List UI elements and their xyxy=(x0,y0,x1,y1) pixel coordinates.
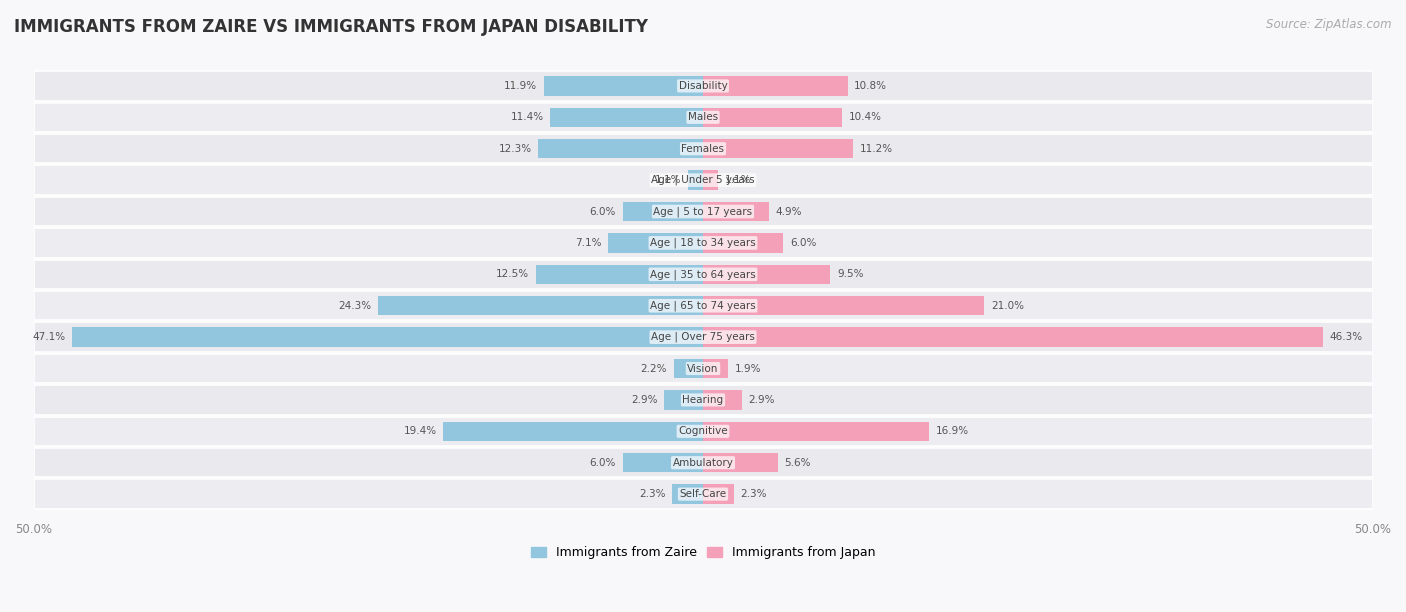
Bar xyxy=(703,139,853,159)
Text: Cognitive: Cognitive xyxy=(678,427,728,436)
Text: 12.3%: 12.3% xyxy=(499,144,531,154)
Text: 10.8%: 10.8% xyxy=(855,81,887,91)
Bar xyxy=(703,76,848,95)
Bar xyxy=(34,385,1372,415)
Text: 2.3%: 2.3% xyxy=(741,489,768,499)
Text: 47.1%: 47.1% xyxy=(32,332,66,342)
Text: 12.5%: 12.5% xyxy=(496,269,529,279)
Text: 1.9%: 1.9% xyxy=(735,364,762,373)
Text: Disability: Disability xyxy=(679,81,727,91)
Text: 7.1%: 7.1% xyxy=(575,238,602,248)
Bar xyxy=(623,453,703,472)
Text: 10.4%: 10.4% xyxy=(849,113,882,122)
Bar xyxy=(538,139,703,159)
Bar xyxy=(703,202,769,222)
Text: IMMIGRANTS FROM ZAIRE VS IMMIGRANTS FROM JAPAN DISABILITY: IMMIGRANTS FROM ZAIRE VS IMMIGRANTS FROM… xyxy=(14,18,648,36)
Bar xyxy=(34,291,1372,321)
Bar xyxy=(703,233,783,253)
Text: 46.3%: 46.3% xyxy=(1330,332,1362,342)
Legend: Immigrants from Zaire, Immigrants from Japan: Immigrants from Zaire, Immigrants from J… xyxy=(526,541,880,564)
Bar xyxy=(34,479,1372,509)
Text: Ambulatory: Ambulatory xyxy=(672,458,734,468)
Text: Females: Females xyxy=(682,144,724,154)
Bar xyxy=(703,296,984,315)
Text: Age | 65 to 74 years: Age | 65 to 74 years xyxy=(650,300,756,311)
Bar xyxy=(34,71,1372,101)
Bar xyxy=(703,108,842,127)
Bar xyxy=(34,103,1372,132)
Bar xyxy=(34,165,1372,195)
Text: Males: Males xyxy=(688,113,718,122)
Text: Vision: Vision xyxy=(688,364,718,373)
Bar xyxy=(72,327,703,347)
Text: 6.0%: 6.0% xyxy=(790,238,817,248)
Bar xyxy=(703,264,830,284)
Bar xyxy=(703,422,929,441)
Bar xyxy=(672,484,703,504)
Bar xyxy=(34,197,1372,226)
Bar xyxy=(703,484,734,504)
Text: Source: ZipAtlas.com: Source: ZipAtlas.com xyxy=(1267,18,1392,31)
Text: 6.0%: 6.0% xyxy=(589,458,616,468)
Text: Age | 5 to 17 years: Age | 5 to 17 years xyxy=(654,206,752,217)
Text: Hearing: Hearing xyxy=(682,395,724,405)
Bar xyxy=(703,170,717,190)
Text: 2.3%: 2.3% xyxy=(638,489,665,499)
Text: 2.2%: 2.2% xyxy=(640,364,666,373)
Bar xyxy=(34,448,1372,477)
Bar xyxy=(34,417,1372,446)
Text: 24.3%: 24.3% xyxy=(337,300,371,311)
Text: 19.4%: 19.4% xyxy=(404,427,436,436)
Text: Age | Over 75 years: Age | Over 75 years xyxy=(651,332,755,342)
Bar xyxy=(703,390,742,409)
Bar xyxy=(607,233,703,253)
Bar xyxy=(378,296,703,315)
Text: 16.9%: 16.9% xyxy=(936,427,969,436)
Text: 2.9%: 2.9% xyxy=(748,395,775,405)
Text: 5.6%: 5.6% xyxy=(785,458,811,468)
Bar xyxy=(664,390,703,409)
Bar xyxy=(443,422,703,441)
Text: Age | 35 to 64 years: Age | 35 to 64 years xyxy=(650,269,756,280)
Bar xyxy=(34,228,1372,258)
Text: 6.0%: 6.0% xyxy=(589,206,616,217)
Bar xyxy=(623,202,703,222)
Text: 11.4%: 11.4% xyxy=(510,113,544,122)
Text: Age | Under 5 years: Age | Under 5 years xyxy=(651,175,755,185)
Text: Age | 18 to 34 years: Age | 18 to 34 years xyxy=(650,237,756,248)
Bar xyxy=(34,134,1372,163)
Bar xyxy=(703,453,778,472)
Bar xyxy=(703,359,728,378)
Bar xyxy=(550,108,703,127)
Bar xyxy=(34,259,1372,289)
Bar xyxy=(34,323,1372,352)
Text: 1.1%: 1.1% xyxy=(655,175,682,185)
Bar xyxy=(673,359,703,378)
Text: 21.0%: 21.0% xyxy=(991,300,1024,311)
Text: 11.2%: 11.2% xyxy=(859,144,893,154)
Text: 4.9%: 4.9% xyxy=(775,206,801,217)
Text: Self-Care: Self-Care xyxy=(679,489,727,499)
Bar xyxy=(544,76,703,95)
Bar xyxy=(689,170,703,190)
Text: 9.5%: 9.5% xyxy=(837,269,863,279)
Text: 1.1%: 1.1% xyxy=(724,175,751,185)
Bar xyxy=(703,327,1323,347)
Bar xyxy=(34,354,1372,383)
Bar xyxy=(536,264,703,284)
Text: 2.9%: 2.9% xyxy=(631,395,658,405)
Text: 11.9%: 11.9% xyxy=(503,81,537,91)
